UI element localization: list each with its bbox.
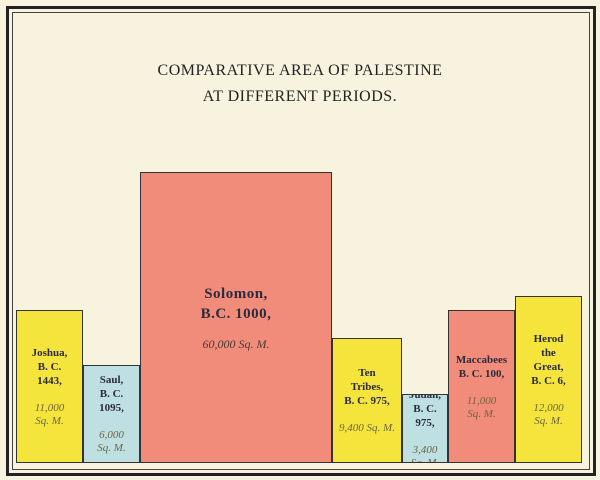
frame (6, 6, 596, 476)
bar-name: Maccabees (455, 353, 508, 366)
chart-title: AT DIFFERENT PERIODS. (202, 88, 398, 105)
bar-name: Ten (358, 367, 376, 380)
bar-name: the (541, 346, 556, 359)
value-label: 60,000 Sq. M. (202, 337, 270, 352)
bar-name: 1443, (37, 374, 62, 387)
bar-name: B. C. 975, (344, 395, 390, 408)
bar: Ten Tribes, B. C. 975, 9,400 Sq. M. (332, 338, 402, 463)
bar-name: B.C. 1000, (200, 306, 272, 323)
frame (12, 12, 590, 470)
bar-name: 1095, (99, 402, 124, 415)
bar: Joshua, B. C. 1443, 11,000 Sq. M. (16, 310, 83, 463)
bar-name: B. C. 6, (531, 374, 566, 387)
bar-name: Solomon, (204, 286, 268, 303)
bar-name: Tribes, (350, 381, 384, 394)
bar-name: Great, (533, 360, 564, 373)
value-label: 9,400 Sq. M. (339, 422, 395, 435)
bar-name: Judah, (408, 394, 442, 401)
bar-name: 975, (415, 416, 435, 429)
bar-name: Joshua, (31, 346, 68, 359)
value-label: 11,000 Sq. M. (34, 401, 65, 427)
bar: Solomon, B.C. 1000, 60,000 Sq. M. (140, 172, 332, 463)
bar-name: B. C. (413, 402, 437, 415)
value-label: 12,000 Sq. M. (533, 401, 564, 427)
bar: Saul, B. C. 1095, 6,000 Sq. M. (83, 365, 140, 463)
bar: Herod the Great, B. C. 6, 12,000 Sq. M. (515, 296, 582, 463)
value-label: 11,000 Sq. M. (466, 394, 497, 420)
value-label: 3,400 Sq. M. (410, 443, 440, 463)
bar-name: Saul, (99, 374, 124, 387)
bar-name: B. C. (37, 360, 62, 373)
bar-name: B. C. (99, 388, 124, 401)
chart-title: COMPARATIVE AREA OF PALESTINE (157, 62, 443, 79)
bar: Judah, B. C. 975, 3,400 Sq. M. (402, 394, 448, 463)
bar-name: Herod (533, 332, 564, 345)
bar: Maccabees B. C. 100, 11,000 Sq. M. (448, 310, 515, 463)
value-label: 6,000 Sq. M. (97, 429, 126, 455)
bar-name: B. C. 100, (458, 367, 505, 380)
